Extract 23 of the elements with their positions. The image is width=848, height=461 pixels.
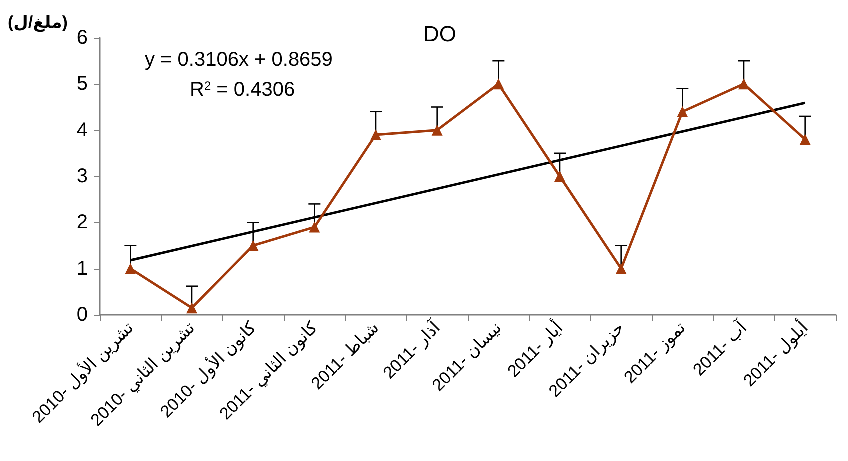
point	[370, 129, 382, 140]
chart-title: DO	[424, 22, 456, 46]
point	[616, 263, 627, 274]
point	[125, 263, 136, 274]
point	[186, 302, 198, 314]
point	[738, 78, 750, 90]
annotation: y = 0.3106x + 0.8659	[145, 49, 333, 71]
y-tick-label: 2	[76, 212, 88, 234]
y-tick-label: 4	[76, 119, 88, 142]
y-tick-label: 5	[76, 73, 88, 96]
point	[800, 134, 811, 146]
point	[248, 240, 259, 252]
y-axis-title: (ملغ/ل)	[8, 13, 68, 33]
y-tick-label: 3	[76, 166, 88, 188]
point	[493, 78, 504, 90]
point	[677, 106, 688, 118]
point	[554, 171, 566, 182]
y-tick-label: 0	[76, 304, 88, 326]
point	[309, 222, 320, 233]
y-tick-label: 6	[76, 27, 88, 49]
point	[432, 124, 443, 136]
x-tick-label: تموز -2011	[620, 318, 690, 388]
y-tick-label: 1	[76, 258, 88, 280]
